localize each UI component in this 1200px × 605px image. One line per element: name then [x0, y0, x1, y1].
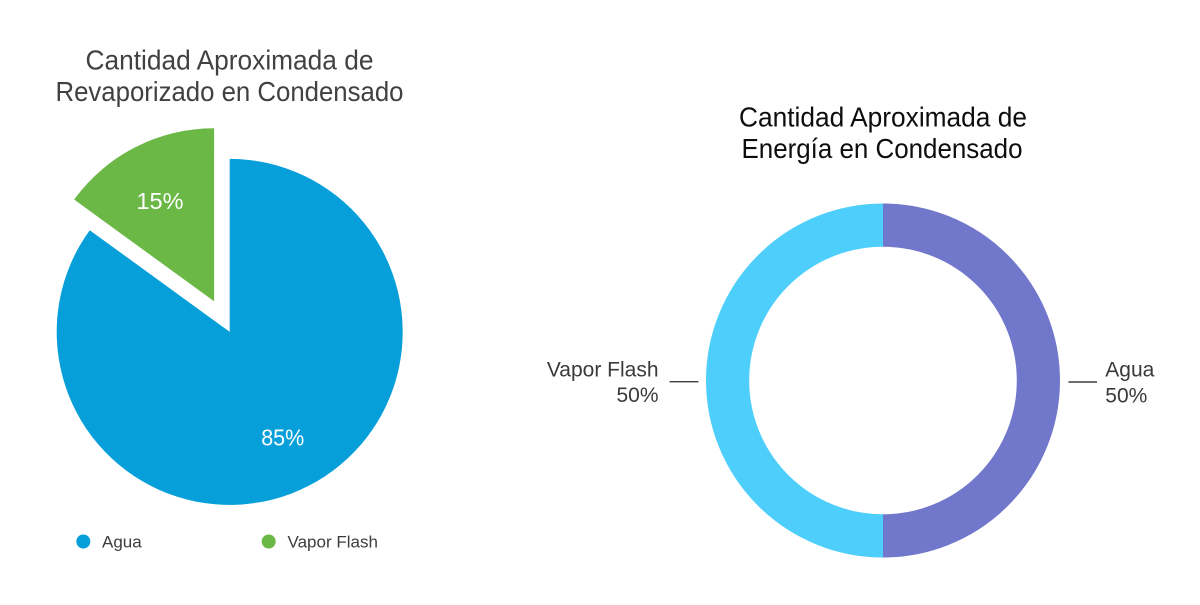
svg-text:Cantidad Aproximada de: Cantidad Aproximada de — [739, 101, 1027, 132]
svg-text:Agua: Agua — [1105, 359, 1154, 382]
svg-text:Revaporizado en Condensado: Revaporizado en Condensado — [56, 76, 404, 107]
svg-text:Agua: Agua — [102, 533, 142, 552]
svg-text:Energía en Condensado: Energía en Condensado — [742, 133, 1023, 164]
svg-text:Vapor Flash: Vapor Flash — [288, 533, 378, 552]
svg-text:Vapor Flash: Vapor Flash — [547, 358, 659, 381]
svg-text:50%: 50% — [1105, 384, 1147, 407]
svg-text:Cantidad Aproximada de: Cantidad Aproximada de — [86, 45, 374, 76]
svg-text:85%: 85% — [261, 424, 304, 450]
svg-text:50%: 50% — [616, 384, 658, 407]
svg-text:15%: 15% — [136, 188, 183, 214]
